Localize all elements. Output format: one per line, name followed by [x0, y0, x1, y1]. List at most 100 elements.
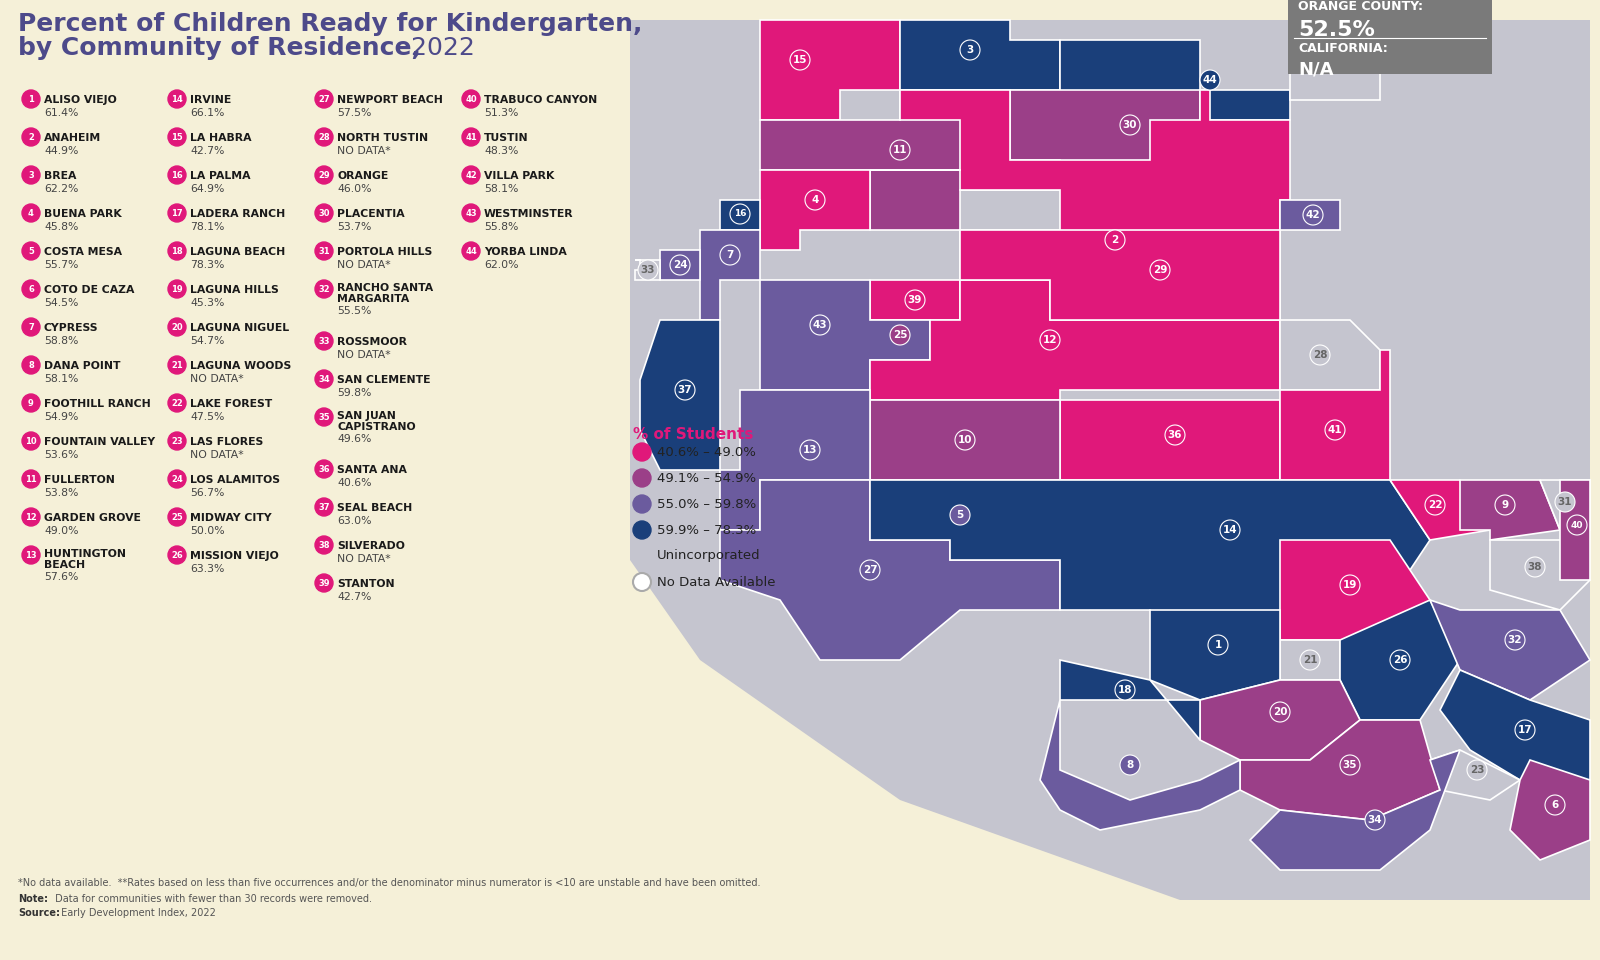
Text: 32: 32: [1507, 635, 1522, 645]
Circle shape: [730, 204, 750, 224]
Text: 20: 20: [1272, 707, 1288, 717]
Text: 40.6% – 49.0%: 40.6% – 49.0%: [658, 445, 755, 459]
Text: 36: 36: [1168, 430, 1182, 440]
Circle shape: [1525, 557, 1546, 577]
Text: 15: 15: [792, 55, 808, 65]
Polygon shape: [870, 480, 1059, 560]
Circle shape: [861, 560, 880, 580]
Circle shape: [168, 280, 186, 298]
Text: 44: 44: [1203, 75, 1218, 85]
Text: MISSION VIEJO: MISSION VIEJO: [190, 551, 278, 561]
Circle shape: [955, 430, 974, 450]
Text: PORTOLA HILLS: PORTOLA HILLS: [338, 247, 432, 257]
Polygon shape: [1040, 700, 1240, 830]
Text: 2: 2: [29, 132, 34, 141]
Text: LAGUNA NIGUEL: LAGUNA NIGUEL: [190, 323, 290, 333]
Circle shape: [168, 394, 186, 412]
Polygon shape: [635, 260, 661, 280]
Polygon shape: [1539, 480, 1590, 530]
Circle shape: [1120, 755, 1139, 775]
Circle shape: [1040, 330, 1059, 350]
Text: 22: 22: [1427, 500, 1442, 510]
Circle shape: [168, 166, 186, 184]
Text: 15: 15: [171, 132, 182, 141]
Text: LA PALMA: LA PALMA: [190, 171, 251, 181]
Text: 55.0% – 59.8%: 55.0% – 59.8%: [658, 497, 757, 511]
Text: ANAHEIM: ANAHEIM: [45, 133, 101, 143]
Text: TUSTIN: TUSTIN: [483, 133, 528, 143]
Polygon shape: [760, 280, 930, 390]
Text: 8: 8: [29, 361, 34, 370]
Polygon shape: [1341, 600, 1459, 720]
Text: Unincorporated: Unincorporated: [658, 549, 760, 563]
Circle shape: [168, 242, 186, 260]
Text: 10: 10: [26, 437, 37, 445]
Text: 54.9%: 54.9%: [45, 412, 78, 422]
Circle shape: [1150, 260, 1170, 280]
Text: SEAL BEACH: SEAL BEACH: [338, 503, 413, 513]
Circle shape: [315, 204, 333, 222]
Text: 63.3%: 63.3%: [190, 564, 224, 574]
Text: 63.0%: 63.0%: [338, 516, 371, 526]
Polygon shape: [1280, 640, 1341, 680]
Text: 34: 34: [1368, 815, 1382, 825]
Polygon shape: [960, 230, 1280, 320]
Circle shape: [906, 290, 925, 310]
Circle shape: [462, 166, 480, 184]
Text: 9: 9: [1501, 500, 1509, 510]
Circle shape: [168, 356, 186, 374]
Text: 53.8%: 53.8%: [45, 488, 78, 498]
Text: Early Development Index, 2022: Early Development Index, 2022: [58, 908, 216, 918]
Circle shape: [1270, 702, 1290, 722]
Text: NO DATA*: NO DATA*: [338, 146, 390, 156]
Text: YORBA LINDA: YORBA LINDA: [483, 247, 566, 257]
Circle shape: [1221, 520, 1240, 540]
Circle shape: [315, 332, 333, 350]
Text: % of Students: % of Students: [634, 427, 754, 442]
Text: CALIFORNIA:: CALIFORNIA:: [1298, 42, 1387, 55]
Text: 28: 28: [1312, 350, 1328, 360]
Circle shape: [168, 128, 186, 146]
Text: 22: 22: [171, 398, 182, 407]
Text: 4: 4: [29, 208, 34, 218]
Circle shape: [1546, 795, 1565, 815]
Text: 39: 39: [318, 579, 330, 588]
Text: 56.7%: 56.7%: [190, 488, 224, 498]
Circle shape: [22, 280, 40, 298]
Polygon shape: [1250, 750, 1459, 870]
Text: STANTON: STANTON: [338, 579, 395, 589]
Text: 29: 29: [318, 171, 330, 180]
Circle shape: [634, 547, 651, 565]
Text: 40: 40: [1571, 520, 1584, 530]
Text: 52.5%: 52.5%: [1298, 20, 1374, 40]
Circle shape: [168, 204, 186, 222]
Text: 42: 42: [466, 171, 477, 180]
Text: 5: 5: [957, 510, 963, 520]
Text: 9: 9: [29, 398, 34, 407]
Text: 49.0%: 49.0%: [45, 526, 78, 536]
Circle shape: [720, 245, 739, 265]
Text: LAGUNA HILLS: LAGUNA HILLS: [190, 285, 278, 295]
Text: 19: 19: [171, 284, 182, 294]
Text: MARGARITA: MARGARITA: [338, 294, 410, 304]
Circle shape: [1365, 810, 1386, 830]
Text: NEWPORT BEACH: NEWPORT BEACH: [338, 95, 443, 105]
Text: Note:: Note:: [18, 894, 48, 904]
Circle shape: [22, 546, 40, 564]
Polygon shape: [870, 480, 1430, 650]
Circle shape: [634, 469, 651, 487]
Polygon shape: [899, 20, 1059, 90]
Text: LAGUNA WOODS: LAGUNA WOODS: [190, 361, 291, 371]
Polygon shape: [870, 280, 1280, 400]
Circle shape: [634, 443, 651, 461]
Circle shape: [1555, 492, 1574, 512]
Text: CAPISTRANO: CAPISTRANO: [338, 422, 416, 432]
Text: COSTA MESA: COSTA MESA: [45, 247, 122, 257]
Text: 59.9% – 78.3%: 59.9% – 78.3%: [658, 523, 757, 537]
Circle shape: [315, 370, 333, 388]
Text: 23: 23: [171, 437, 182, 445]
Text: 40: 40: [466, 94, 477, 104]
Text: 36: 36: [318, 465, 330, 473]
Text: NORTH TUSTIN: NORTH TUSTIN: [338, 133, 429, 143]
Text: 48.3%: 48.3%: [483, 146, 518, 156]
